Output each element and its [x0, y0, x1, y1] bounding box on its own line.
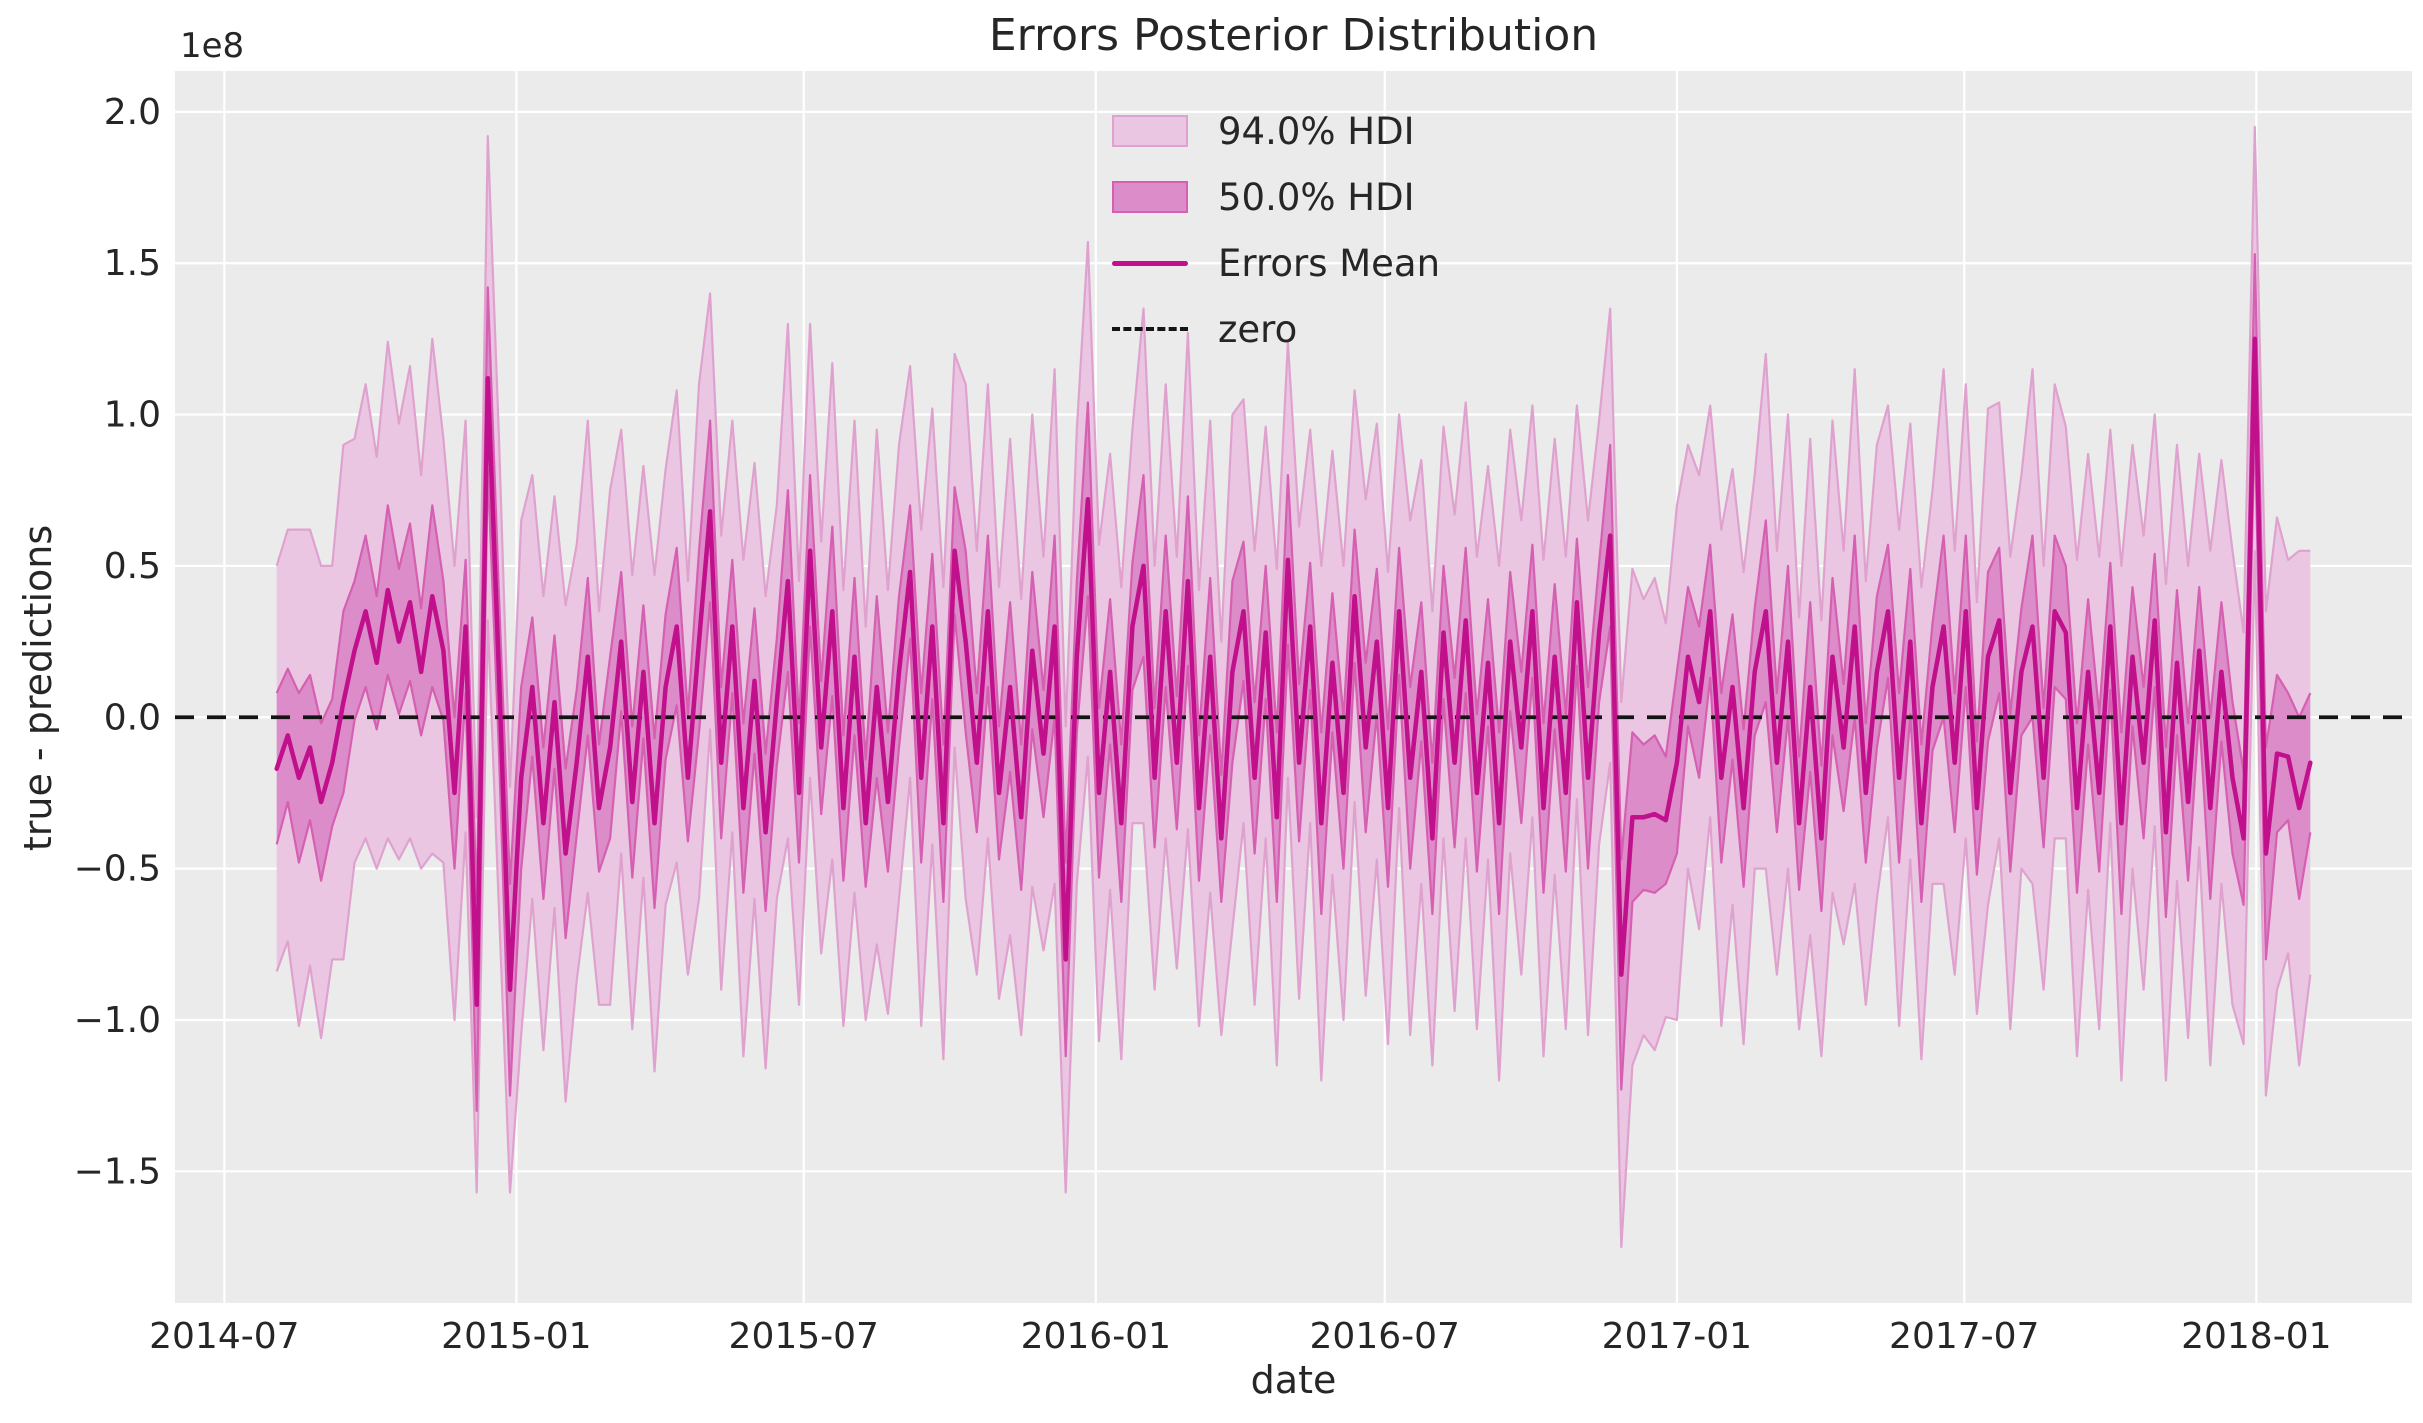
- hdi-50-band-lower-edge: [275, 422, 2312, 1112]
- y-tick-label: 1.0: [104, 395, 161, 436]
- legend-item-50-hdi: 50.0% HDI: [1112, 178, 1440, 216]
- errors-mean-line: [274, 336, 2313, 1008]
- legend-label-94-hdi: 94.0% HDI: [1218, 109, 1415, 153]
- y-tick-label: 2.0: [104, 92, 161, 133]
- x-tick-label: 2014-07: [149, 1316, 299, 1357]
- legend-label-errors-mean: Errors Mean: [1218, 241, 1441, 285]
- legend-swatch-2: [1112, 260, 1188, 266]
- y-tick-label: −1.5: [74, 1151, 161, 1192]
- y-axis-offset-text: 1e8: [180, 26, 245, 66]
- hdi-94-band-lower-edge: [275, 549, 2312, 1249]
- y-tick-label: −1.0: [74, 1000, 161, 1041]
- y-axis-label: true - predictions: [16, 524, 60, 852]
- hdi-50-band-upper-edge: [275, 253, 2312, 901]
- legend-swatch-0: [1112, 115, 1188, 147]
- legend-swatch-1: [1112, 181, 1188, 213]
- chart-title: Errors Posterior Distribution: [988, 10, 1599, 61]
- legend: 94.0% HDI 50.0% HDI Errors Mean zero: [1112, 112, 1440, 376]
- x-tick-label: 2016-01: [1021, 1316, 1171, 1357]
- x-tick-label: 2016-07: [1310, 1316, 1460, 1357]
- x-axis-label: date: [1250, 1358, 1337, 1402]
- y-tick-label: −0.5: [74, 849, 161, 890]
- y-tick-label: 0.0: [104, 697, 161, 738]
- y-tick-label: 1.5: [104, 243, 161, 284]
- x-tick-label: 2017-01: [1602, 1316, 1752, 1357]
- hdi-94-band-upper-edge: [275, 125, 2311, 819]
- x-tick-label: 2018-01: [2181, 1316, 2331, 1357]
- legend-label-zero: zero: [1218, 307, 1298, 351]
- legend-item-zero: zero: [1112, 310, 1440, 348]
- legend-item-94-hdi: 94.0% HDI: [1112, 112, 1440, 150]
- legend-label-50-hdi: 50.0% HDI: [1218, 175, 1415, 219]
- x-tick-label: 2015-01: [441, 1316, 591, 1357]
- x-tick-label: 2017-07: [1889, 1316, 2039, 1357]
- x-tick-label: 2015-07: [729, 1316, 879, 1357]
- y-tick-label: 0.5: [104, 546, 161, 587]
- legend-item-errors-mean: Errors Mean: [1112, 244, 1440, 282]
- legend-swatch-3: [1112, 327, 1188, 331]
